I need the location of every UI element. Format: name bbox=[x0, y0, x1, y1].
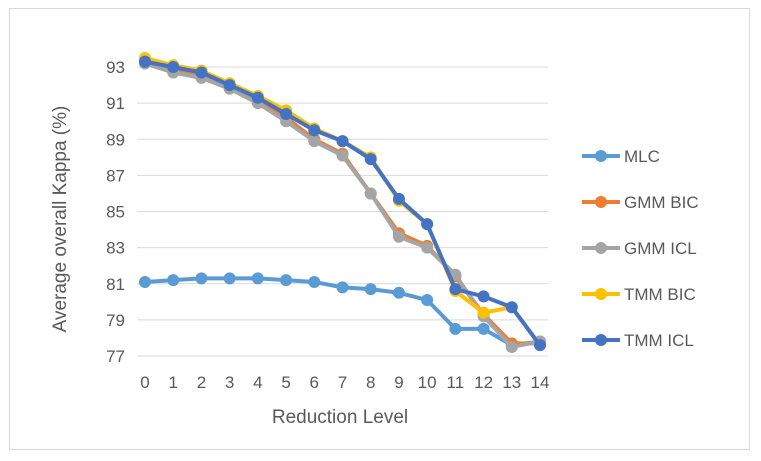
data-point-tmm-icl bbox=[449, 283, 462, 296]
x-tick-label: 5 bbox=[281, 373, 290, 392]
x-tick-label: 9 bbox=[394, 373, 403, 392]
x-tick-label: 11 bbox=[447, 373, 465, 392]
x-tick-label: 8 bbox=[366, 373, 375, 392]
x-tick-label: 6 bbox=[310, 373, 319, 392]
y-axis-label: Average overall Kappa (%) bbox=[50, 106, 71, 333]
data-point-gmm-icl bbox=[308, 135, 321, 148]
legend-item-gmm-bic: GMM BIC bbox=[582, 193, 699, 212]
y-tick-label: 79 bbox=[106, 311, 125, 330]
legend-label: TMM BIC bbox=[624, 285, 696, 304]
data-point-gmm-icl bbox=[421, 241, 434, 254]
data-point-mlc bbox=[421, 294, 434, 307]
legend-item-mlc: MLC bbox=[582, 147, 660, 166]
data-point-tmm-icl bbox=[421, 218, 434, 231]
data-point-mlc bbox=[477, 322, 490, 335]
data-point-mlc bbox=[280, 274, 293, 287]
legend-label: GMM BIC bbox=[624, 193, 699, 212]
x-tick-label: 12 bbox=[474, 373, 493, 392]
legend-label: GMM ICL bbox=[624, 239, 697, 258]
data-point-gmm-icl bbox=[505, 340, 518, 353]
data-point-tmm-icl bbox=[223, 79, 236, 92]
y-tick-label: 85 bbox=[106, 203, 125, 222]
x-tick-label: 13 bbox=[502, 373, 521, 392]
series-line-gmm-icl bbox=[144, 61, 541, 349]
data-point-mlc bbox=[364, 283, 377, 296]
y-tick-label: 93 bbox=[106, 58, 125, 77]
y-tick-label: 89 bbox=[106, 130, 125, 149]
x-tick-label: 0 bbox=[140, 373, 149, 392]
data-point-tmm-icl bbox=[280, 108, 293, 121]
legend-swatch-marker bbox=[595, 150, 607, 162]
data-point-mlc bbox=[336, 281, 349, 294]
data-point-tmm-icl bbox=[308, 124, 321, 137]
x-axis-label: Reduction Level bbox=[272, 407, 408, 428]
chart-frame: 77 79 81 83 85 87 89 91 93 0 1 2 3 4 5 6 7 8 9 10 11 12 13 14 … bbox=[9, 8, 750, 450]
data-point-mlc bbox=[251, 272, 264, 285]
data-point-mlc bbox=[308, 275, 321, 288]
x-tick-label: 1 bbox=[168, 373, 177, 392]
legend-swatch-marker bbox=[595, 196, 607, 208]
y-tick-label: 87 bbox=[106, 166, 125, 185]
legend-swatch-marker bbox=[595, 288, 607, 300]
data-point-tmm-icl bbox=[251, 91, 264, 104]
y-tick-label: 77 bbox=[106, 347, 125, 366]
series-line-tmm-icl bbox=[144, 59, 542, 347]
series-gmm-bic bbox=[139, 55, 546, 350]
y-tick-label: 81 bbox=[106, 275, 125, 294]
x-tick-label: 10 bbox=[418, 373, 437, 392]
data-point-tmm-icl bbox=[167, 61, 180, 74]
legend-swatch-marker bbox=[595, 334, 607, 346]
data-point-tmm-icl bbox=[364, 153, 377, 166]
data-point-tmm-icl bbox=[477, 290, 490, 303]
data-point-tmm-bic bbox=[477, 306, 490, 319]
x-tick-label: 7 bbox=[338, 373, 347, 392]
x-tick-label: 3 bbox=[225, 373, 234, 392]
series-group bbox=[139, 52, 546, 353]
data-point-gmm-icl bbox=[392, 230, 405, 243]
series-line-tmm-bic bbox=[144, 56, 542, 347]
x-tick-label: 14 bbox=[531, 373, 550, 392]
series-mlc bbox=[139, 272, 546, 352]
data-point-gmm-icl bbox=[336, 149, 349, 162]
series-tmm-bic bbox=[139, 52, 546, 352]
data-point-tmm-icl bbox=[505, 301, 518, 314]
data-point-tmm-icl bbox=[534, 339, 546, 352]
legend-label: TMM ICL bbox=[624, 331, 694, 350]
data-point-mlc bbox=[167, 274, 180, 287]
data-point-tmm-icl bbox=[195, 66, 208, 79]
x-tick-label: 4 bbox=[253, 373, 262, 392]
data-point-tmm-icl bbox=[392, 192, 405, 205]
legend: MLC GMM BIC GMM ICL TMM BIC TMM ICL bbox=[582, 147, 699, 350]
data-point-mlc bbox=[392, 286, 405, 299]
data-point-mlc bbox=[195, 272, 208, 285]
x-tick-label: 2 bbox=[197, 373, 206, 392]
y-axis-ticks: 77 79 81 83 85 87 89 91 93 bbox=[106, 58, 125, 366]
legend-label: MLC bbox=[624, 147, 660, 166]
data-point-tmm-icl bbox=[336, 135, 349, 148]
x-axis-ticks: 0 1 2 3 4 5 6 7 8 9 10 11 12 13 14 bbox=[140, 373, 549, 392]
legend-item-tmm-bic: TMM BIC bbox=[582, 285, 696, 304]
series-tmm-icl bbox=[139, 55, 546, 352]
legend-item-gmm-icl: GMM ICL bbox=[582, 239, 697, 258]
gridlines bbox=[137, 66, 548, 357]
data-point-mlc bbox=[139, 275, 151, 288]
data-point-gmm-icl bbox=[364, 187, 377, 200]
data-point-mlc bbox=[449, 322, 462, 335]
data-point-tmm-icl bbox=[139, 55, 151, 68]
y-tick-label: 91 bbox=[106, 94, 125, 113]
legend-swatch-marker bbox=[595, 242, 607, 254]
y-tick-label: 83 bbox=[106, 239, 125, 258]
data-point-mlc bbox=[223, 272, 236, 285]
legend-item-tmm-icl: TMM ICL bbox=[582, 331, 694, 350]
